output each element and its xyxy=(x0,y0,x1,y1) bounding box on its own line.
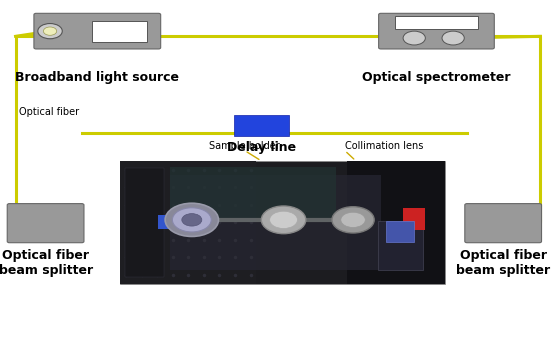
FancyBboxPatch shape xyxy=(465,203,542,243)
Bar xyxy=(347,161,445,284)
Circle shape xyxy=(403,31,425,45)
Circle shape xyxy=(341,212,365,227)
Circle shape xyxy=(442,31,464,45)
Bar xyxy=(378,221,423,270)
Circle shape xyxy=(270,211,297,228)
Bar xyxy=(120,161,256,284)
Text: Optical spectrometer: Optical spectrometer xyxy=(362,71,511,84)
Text: Optical fiber
beam splitter: Optical fiber beam splitter xyxy=(456,249,550,277)
Bar xyxy=(170,167,336,222)
Circle shape xyxy=(43,27,57,35)
Circle shape xyxy=(182,213,202,226)
Text: Sample holder: Sample holder xyxy=(209,140,280,151)
Circle shape xyxy=(261,206,306,234)
Text: Broadband light source: Broadband light source xyxy=(16,71,179,84)
Text: Collimation lens: Collimation lens xyxy=(345,140,423,151)
Text: Delay line: Delay line xyxy=(227,140,296,154)
Bar xyxy=(92,21,147,42)
Circle shape xyxy=(165,203,219,236)
Bar xyxy=(234,115,289,136)
FancyBboxPatch shape xyxy=(34,13,161,49)
Circle shape xyxy=(332,207,374,233)
Bar xyxy=(125,168,164,277)
Bar xyxy=(170,175,381,270)
Text: Optical fiber
beam splitter: Optical fiber beam splitter xyxy=(0,249,93,277)
Bar xyxy=(386,221,414,242)
Bar xyxy=(395,16,478,29)
FancyBboxPatch shape xyxy=(379,13,494,49)
Bar xyxy=(158,215,186,229)
Circle shape xyxy=(172,208,211,232)
Bar xyxy=(403,208,425,230)
FancyBboxPatch shape xyxy=(7,203,84,243)
Text: Optical fiber: Optical fiber xyxy=(19,108,80,117)
Bar xyxy=(120,161,445,284)
Circle shape xyxy=(38,24,62,39)
